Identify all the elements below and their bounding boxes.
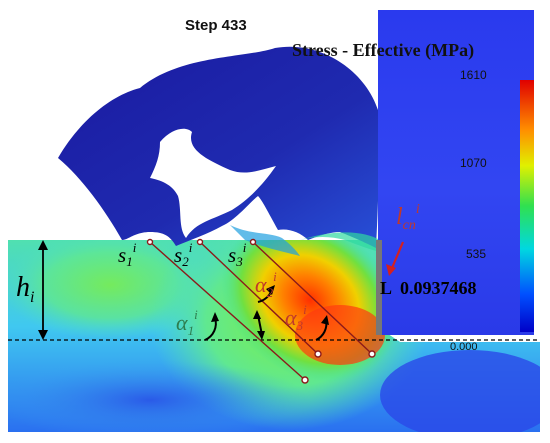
height-dimension (38, 240, 48, 340)
s2-label: s2i (174, 240, 193, 269)
legend-max-label: 1610 (460, 68, 487, 82)
legend-mid-label: 1070 (460, 156, 487, 170)
legend-panel (376, 10, 534, 335)
angle-arcs (204, 285, 329, 341)
contact-length-symbol: lcni (396, 202, 420, 233)
shear-lines (146, 238, 376, 384)
legend-min-label: 0.000 (450, 341, 478, 353)
alpha3-label: α3i (285, 302, 307, 333)
height-symbol: hi (16, 272, 34, 306)
legend-colorbar (520, 80, 534, 332)
alpha2-label: α2i (255, 269, 277, 300)
s1-label: s1i (118, 240, 137, 269)
step-label: Step 433 (185, 17, 247, 34)
contact-length-value: L 0.0937468 (380, 278, 477, 298)
legend-low-label: 535 (466, 247, 486, 261)
s3-label: s3i (228, 240, 247, 269)
contact-length-arrow (386, 241, 405, 276)
workpiece (8, 240, 540, 432)
alpha1-label: α1i (176, 307, 198, 338)
legend-title: Stress - Effective (MPa) (292, 40, 474, 61)
chip-body (58, 46, 380, 256)
